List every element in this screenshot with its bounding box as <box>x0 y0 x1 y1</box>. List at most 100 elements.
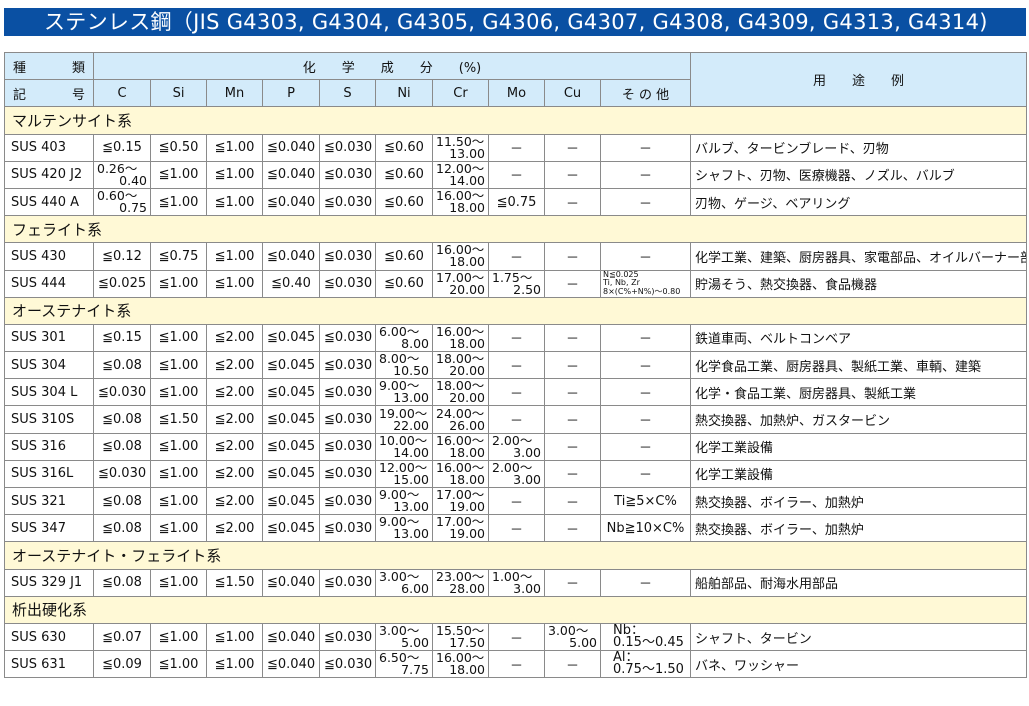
column-header: Si <box>150 79 207 108</box>
value-line: 0.75 <box>119 200 147 216</box>
value-cell: ≦1.00 <box>150 514 207 543</box>
value-cell: ≦0.045 <box>262 378 320 407</box>
value-cell: － <box>544 378 601 407</box>
section-title: オーステナイト・フェライト系 <box>4 541 1027 570</box>
value-line: 13.00 <box>449 145 485 161</box>
value-cell: ≦1.00 <box>150 323 207 353</box>
value-line: 18.00 <box>449 200 485 216</box>
table-row: SUS 329 J1 ≦0.08 ≦1.00 ≦1.50 ≦0.040 ≦0.030 3.0… <box>4 568 1027 597</box>
value-line: 28.00 <box>449 580 485 596</box>
value-cell: 18.00～ 20.00 <box>432 351 489 380</box>
value-cell: － <box>544 133 601 162</box>
use-cell: シャフト、刃物、医療機器、ノズル、バルブ <box>690 160 1027 189</box>
value-cell: ≦0.08 <box>93 486 151 516</box>
value-line: 18.00～ <box>436 378 485 394</box>
value-cell: － <box>488 351 545 380</box>
value-cell: ≦0.40 <box>262 269 320 298</box>
use-cell: 熱交換器、加熱炉、ガスタービン <box>690 405 1027 434</box>
value-cell: 6.50～ 7.75 <box>375 650 433 679</box>
value-cell: ≦0.030 <box>319 323 376 353</box>
value-cell: Nb≧10×C% <box>600 514 691 543</box>
value-cell: － <box>544 650 601 679</box>
use-header: 用 途 例 <box>690 51 1027 108</box>
value-line: 15.50～ <box>436 623 485 639</box>
value-line: 3.00～ <box>379 569 420 584</box>
value-cell: ≦0.030 <box>319 187 376 217</box>
value-line: 26.00 <box>449 417 485 433</box>
value-cell: － <box>544 323 601 353</box>
value-cell: ≦2.00 <box>206 432 263 461</box>
value-line: 6.00 <box>401 580 429 596</box>
table-row: SUS 321 ≦0.08 ≦1.00 ≦2.00 ≦0.045 ≦0.030 9.00～ 1… <box>4 486 1027 516</box>
table-row: SUS 420 J2 0.26～ 0.40 ≦1.00 ≦1.00 ≦0.040 ≦0.03… <box>4 160 1027 189</box>
value-line: 3.00 <box>513 580 541 596</box>
value-cell: － <box>544 568 601 597</box>
value-line: 17.00～ <box>436 270 485 285</box>
value-cell: － <box>600 432 691 461</box>
value-line: 5.00 <box>401 635 429 651</box>
value-line: 0.40 <box>119 172 147 188</box>
grade-cell: SUS 630 <box>4 622 94 652</box>
value-cell: － <box>544 269 601 298</box>
value-cell: － <box>600 133 691 162</box>
use-cell: バネ、ワッシャー <box>690 650 1027 679</box>
value-cell: ≦0.030 <box>319 432 376 461</box>
value-cell: ≦0.040 <box>262 160 320 189</box>
value-cell: 9.00～ 13.00 <box>375 486 433 516</box>
grade-cell: SUS 347 <box>4 514 94 543</box>
value-line: 13.00 <box>393 499 429 515</box>
value-cell: － <box>544 405 601 434</box>
value-cell: 0.60～ 0.75 <box>93 187 151 217</box>
value-cell: － <box>488 160 545 189</box>
value-cell: ≦1.00 <box>206 269 263 298</box>
symbol-label-2: 号 <box>71 87 85 103</box>
section-row: マルテンサイト系 <box>4 106 1027 135</box>
value-line: 8×(C%+N%)～0.80 <box>603 286 681 296</box>
section-row: オーステナイト・フェライト系 <box>4 541 1027 570</box>
value-line: 10.00～ <box>379 433 428 448</box>
value-line: 20.00 <box>449 281 485 297</box>
value-line: 8.00～ <box>379 351 420 367</box>
value-cell: Al： 0.75～1.50 <box>600 650 691 679</box>
value-cell: ≦0.60 <box>375 242 433 271</box>
value-line: 16.00～ <box>436 650 485 666</box>
column-header: S <box>319 79 376 108</box>
value-cell: ≦1.00 <box>150 187 207 217</box>
value-line: 13.00 <box>393 390 429 406</box>
value-line: 13.00 <box>393 526 429 542</box>
value-cell: ≦2.00 <box>206 459 263 489</box>
column-header: P <box>262 79 320 108</box>
value-cell: 17.00～ 20.00 <box>432 269 489 298</box>
value-cell: － <box>488 405 545 434</box>
value-line: 17.00～ <box>436 487 485 503</box>
section-title: 析出硬化系 <box>4 595 1027 624</box>
use-cell: 熱交換器、ボイラー、加熱炉 <box>690 486 1027 516</box>
value-cell: ≦0.030 <box>319 160 376 189</box>
value-cell: ≦0.030 <box>319 405 376 434</box>
value-cell: ≦0.030 <box>319 650 376 679</box>
value-cell: ≦1.00 <box>150 269 207 298</box>
value-line: 0.15～0.45 <box>613 635 684 651</box>
value-line: 10.50 <box>393 363 429 379</box>
value-cell: 3.00～ 5.00 <box>544 622 601 652</box>
value-line: 0.75～1.50 <box>613 662 684 678</box>
value-line: 17.00～ <box>436 514 485 530</box>
section-title: オーステナイト系 <box>4 296 1027 325</box>
value-cell: － <box>488 486 545 516</box>
value-cell: － <box>600 351 691 380</box>
value-line: 20.00 <box>449 363 485 379</box>
value-cell: 12.00～ 14.00 <box>432 160 489 189</box>
value-cell: N≦0.025 Ti, Nb, Zr 8×(C%+N%)～0.80 <box>600 269 691 298</box>
value-cell: ≦0.040 <box>262 622 320 652</box>
value-cell: ≦0.08 <box>93 568 151 597</box>
value-line: 9.00～ <box>379 514 420 530</box>
value-line: 6.00～ <box>379 324 420 339</box>
value-line: 3.00 <box>513 444 541 460</box>
use-cell: 化学・食品工業、厨房器具、製紙工業 <box>690 378 1027 407</box>
value-cell: 3.00～ 6.00 <box>375 568 433 597</box>
value-cell: － <box>488 133 545 162</box>
value-cell: ≦0.08 <box>93 405 151 434</box>
value-cell: － <box>544 242 601 271</box>
value-line: 19.00 <box>449 526 485 542</box>
value-cell: － <box>600 323 691 353</box>
